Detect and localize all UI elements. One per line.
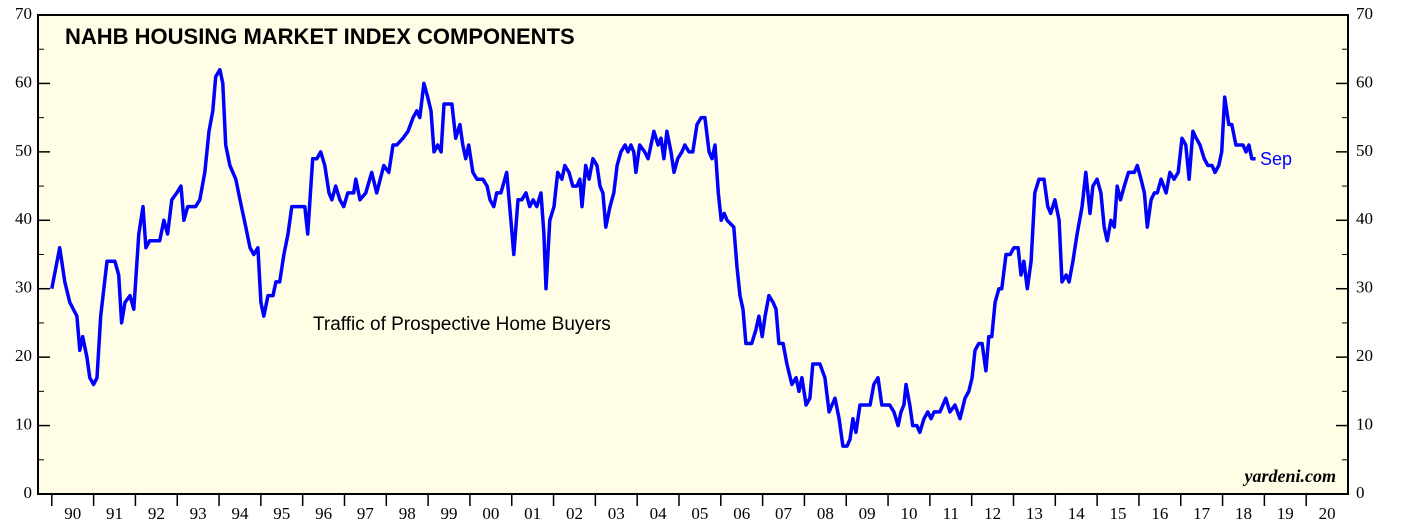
line-series [50, 67, 1256, 448]
y2-tick-label: 70 [1356, 4, 1373, 23]
end-label: Sep [1260, 149, 1292, 169]
plot-area [37, 14, 1349, 495]
x-tick-label: 92 [148, 504, 165, 523]
x-tick-label: 08 [817, 504, 834, 523]
x-tick-label: 07 [775, 504, 793, 523]
x-tick-label: 98 [399, 504, 416, 523]
chart-title: NAHB HOUSING MARKET INDEX COMPONENTS [65, 24, 575, 49]
y-tick-label: 40 [15, 209, 32, 228]
x-tick-label: 05 [691, 504, 708, 523]
x-tick-label: 94 [231, 504, 249, 523]
x-tick-label: 13 [1026, 504, 1043, 523]
x-tick-label: 99 [441, 504, 458, 523]
source: yardeni.com [1243, 466, 1337, 486]
y2-tick-label: 40 [1356, 209, 1373, 228]
series-annotation: Traffic of Prospective Home Buyers [313, 314, 611, 335]
x-tick-label: 96 [315, 504, 332, 523]
x-tick-label: 02 [566, 504, 583, 523]
x-tick-label: 20 [1319, 504, 1336, 523]
x-tick-label: 97 [357, 504, 375, 523]
x-tick-label: 90 [64, 504, 81, 523]
y2-tick-label: 60 [1356, 72, 1373, 91]
y-tick-label: 20 [15, 346, 32, 365]
x-tick-label: 01 [524, 504, 541, 523]
x-tick-label: 91 [106, 504, 123, 523]
y2-tick-label: 0 [1356, 483, 1365, 502]
x-tick-label: 04 [650, 504, 668, 523]
y2-tick-label: 30 [1356, 278, 1373, 297]
x-tick-label: 15 [1110, 504, 1127, 523]
x-tick-label: 10 [900, 504, 917, 523]
x-tick-label: 16 [1151, 504, 1168, 523]
x-tick-label: 06 [733, 504, 750, 523]
x-tick-label: 93 [190, 504, 207, 523]
y-tick-label: 50 [15, 141, 32, 160]
y-tick-label: 70 [15, 4, 32, 23]
x-tick-label: 03 [608, 504, 625, 523]
x-tick-label: 14 [1068, 504, 1086, 523]
x-tick-label: 00 [482, 504, 499, 523]
x-tick-label: 11 [943, 504, 959, 523]
y-tick-label: 60 [15, 72, 32, 91]
y2-tick-label: 50 [1356, 141, 1373, 160]
x-tick-label: 09 [859, 504, 876, 523]
x-tick-label: 17 [1193, 504, 1211, 523]
y2-tick-label: 10 [1356, 414, 1373, 433]
y-tick-label: 0 [24, 483, 33, 502]
y-tick-label: 30 [15, 278, 32, 297]
x-tick-label: 19 [1277, 504, 1294, 523]
x-tick-label: 12 [984, 504, 1001, 523]
y-tick-label: 10 [15, 414, 32, 433]
x-tick-label: 95 [273, 504, 290, 523]
y2-tick-label: 20 [1356, 346, 1373, 365]
x-tick-label: 18 [1235, 504, 1252, 523]
